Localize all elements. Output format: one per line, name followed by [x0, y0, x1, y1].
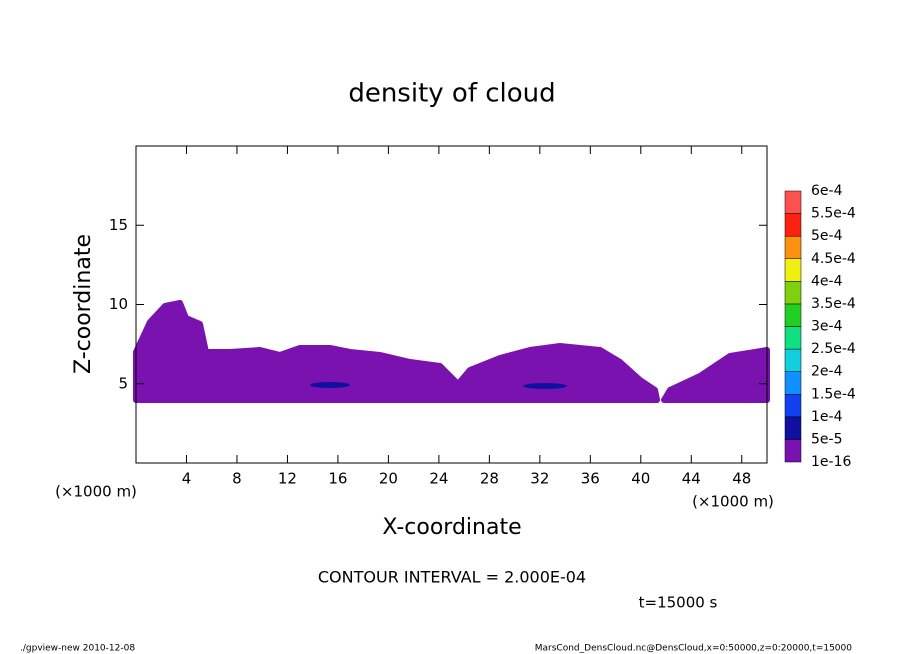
colorbar-box [784, 371, 802, 395]
x-unit-label: (×1000 m) [692, 493, 774, 511]
colorbar-label: 4e-4 [811, 273, 843, 289]
colorbar-label: 2e-4 [811, 364, 843, 380]
colorbar-label: 1e-16 [811, 454, 851, 470]
colorbar-box [784, 303, 802, 327]
chart-title: density of cloud [348, 79, 555, 109]
colorbar-label: 4.5e-4 [811, 251, 856, 267]
y-axis-label: Z-coordinate [71, 234, 96, 374]
x-tick-label: 28 [480, 470, 499, 488]
footer: MarsCond_DensCloud.nc@DensCloud,x=0:5000… [535, 644, 852, 654]
colorbar-label: 1e-4 [811, 409, 843, 425]
cloud-region [133, 300, 660, 403]
time-label: t=15000 s [639, 594, 718, 612]
colorbar-label: 5e-4 [811, 228, 843, 244]
y-tick-label: 15 [109, 216, 128, 234]
colorbar-box [784, 348, 802, 372]
x-tick-label: 48 [732, 470, 751, 488]
colorbar-box [784, 213, 802, 237]
colorbar-label: 3.5e-4 [811, 296, 856, 312]
colorbar-label: 3e-4 [811, 319, 843, 335]
x-tick-label: 32 [530, 470, 549, 488]
footer: ./gpview-new 2010-12-08 [20, 644, 135, 654]
colorbar-box [784, 394, 802, 418]
colorbar-label: 2.5e-4 [811, 341, 856, 357]
colorbar-box [784, 439, 802, 463]
x-tick-label: 16 [328, 470, 347, 488]
colorbar-box [784, 235, 802, 260]
x-tick-label: 20 [379, 470, 398, 488]
x-axis-label: X-coordinate [382, 515, 521, 540]
colorbar-label: 6e-4 [811, 183, 843, 199]
x-tick-label: 36 [581, 470, 600, 488]
colorbar-box [784, 326, 802, 350]
x-tick-label: 40 [631, 470, 650, 488]
plot-frame [135, 145, 768, 464]
y-tick-label: 10 [109, 295, 128, 313]
x-tick-label: 24 [429, 470, 448, 488]
y-tick-label: 5 [118, 374, 128, 392]
annotation: CONTOUR INTERVAL = 2.000E-04 [318, 568, 586, 587]
colorbar-label: 5.5e-4 [811, 206, 856, 222]
x-unit-label: (×1000 m) [55, 483, 137, 501]
x-tick-label: 44 [682, 470, 701, 488]
colorbar-box [784, 416, 802, 440]
x-tick-label: 4 [182, 470, 192, 488]
colorbar-label: 1.5e-4 [811, 386, 856, 402]
x-tick-label: 8 [232, 470, 242, 488]
cloud [133, 300, 770, 403]
x-tick-label: 12 [278, 470, 297, 488]
colorbar-box [784, 281, 802, 305]
colorbar-box [784, 190, 802, 214]
cloud-region [661, 347, 770, 403]
colorbar-box [784, 258, 802, 282]
colorbar-label: 5e-5 [811, 431, 842, 447]
cloud-core [310, 382, 350, 388]
cloud-core [523, 383, 567, 389]
